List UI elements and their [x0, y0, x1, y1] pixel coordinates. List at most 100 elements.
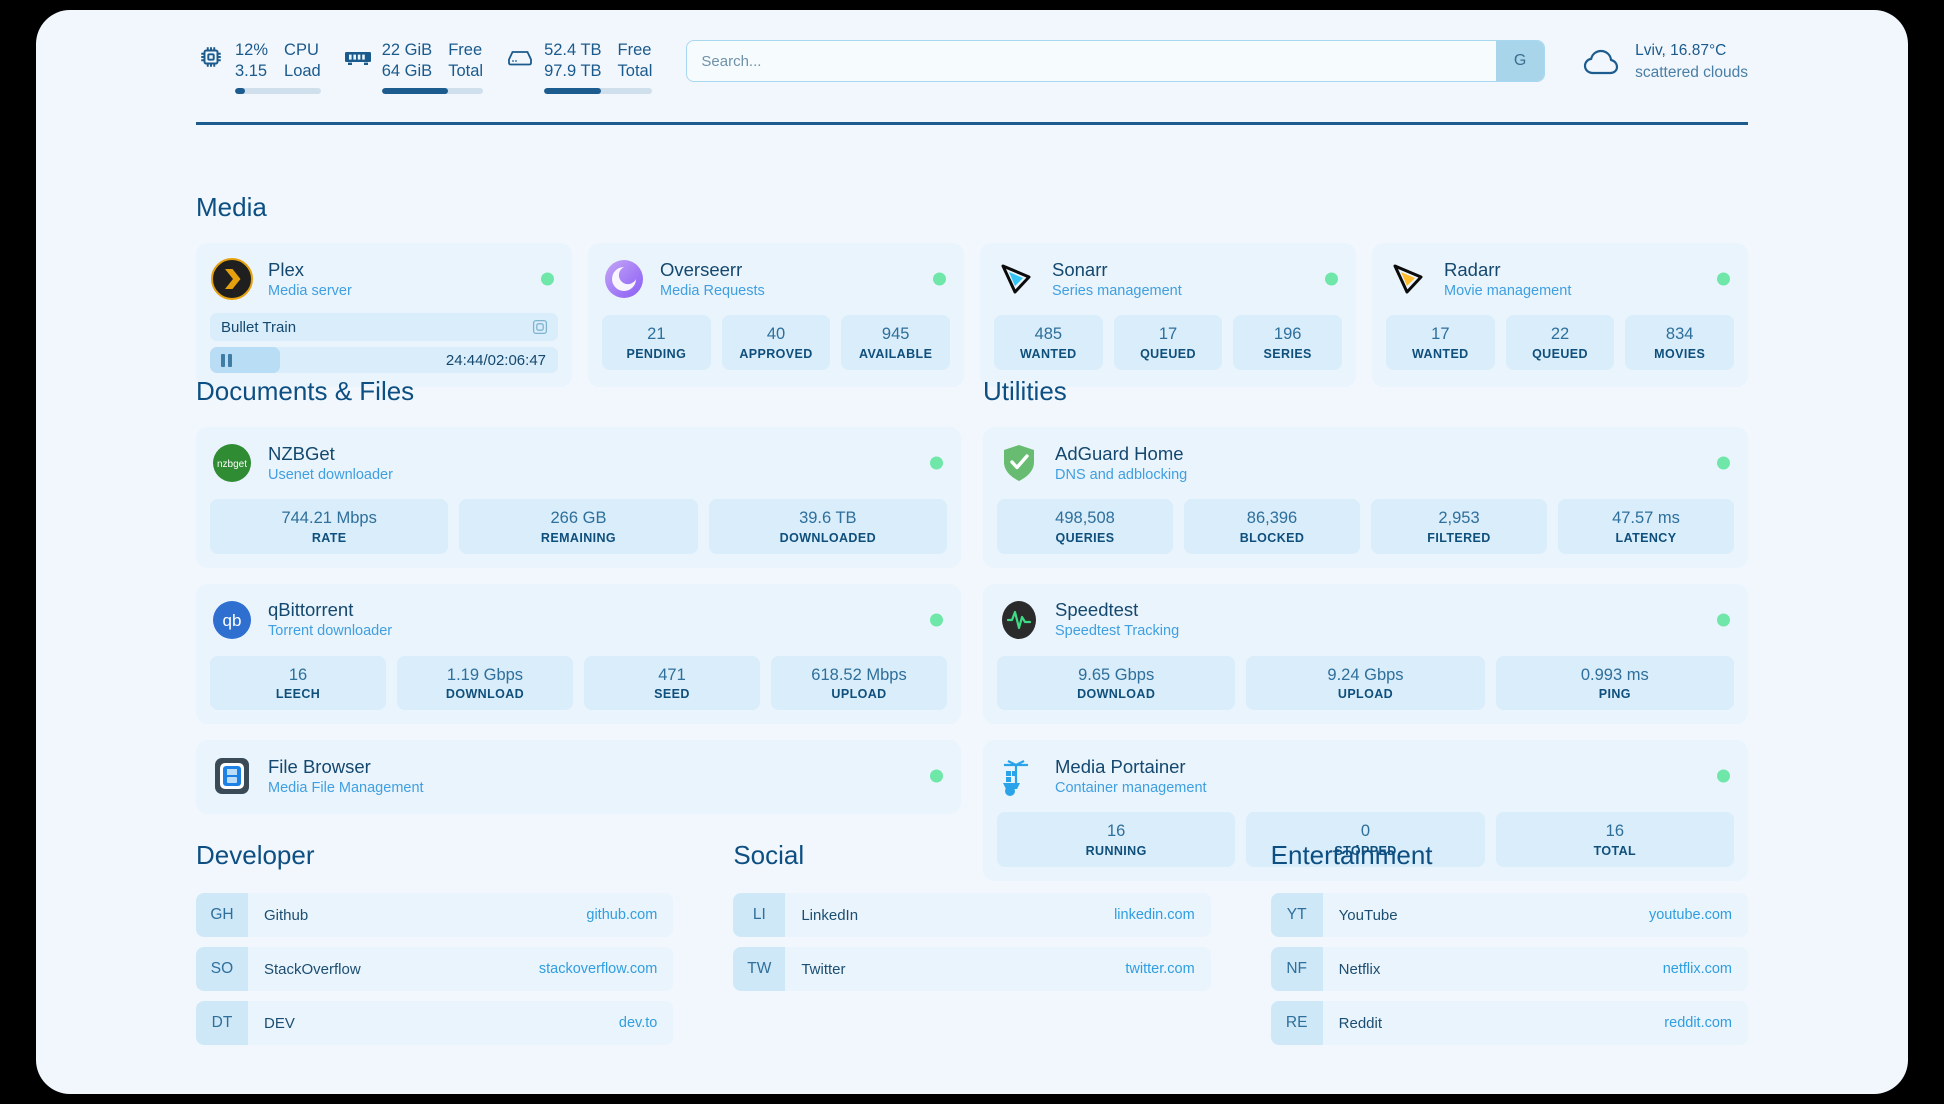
stat-value: 17	[1158, 325, 1178, 343]
stat-label: QUEUED	[1532, 346, 1588, 361]
speedtest-icon	[997, 598, 1041, 642]
stat-label: WANTED	[1020, 346, 1077, 361]
service-card-portainer[interactable]: Media Portainer Container management 16 …	[983, 740, 1748, 881]
header-bar: 12% 3.15 CPU Load	[36, 10, 1908, 130]
stat-label: LEECH	[275, 687, 321, 702]
bookmark-item[interactable]: TW Twitter twitter.com	[733, 947, 1211, 991]
now-playing-title: Bullet Train	[221, 318, 297, 336]
stat-tile: 9.65 Gbps DOWNLOAD	[997, 655, 1236, 711]
qbittorrent-icon: qb	[210, 598, 254, 642]
stat-label: MOVIES	[1654, 346, 1706, 361]
service-name: Media Portainer	[1055, 755, 1186, 777]
bookmark-item[interactable]: RE Reddit reddit.com	[1270, 1001, 1748, 1045]
service-subtitle: Speedtest Tracking	[1055, 623, 1180, 640]
ram-total: 64 GiB	[381, 62, 433, 81]
media-section-title: Media	[196, 192, 267, 222]
stat-label: DOWNLOAD	[445, 687, 525, 702]
stat-value: 22	[1550, 325, 1570, 343]
stat-tile: 266 GB REMAINING	[459, 499, 698, 554]
bookmark-item[interactable]: SO StackOverflow stackoverflow.com	[196, 947, 674, 991]
stat-tile: 618.52 Mbps UPLOAD	[771, 655, 947, 711]
search-box[interactable]: G	[686, 40, 1546, 82]
service-subtitle: Series management	[1052, 282, 1182, 299]
bookmark-group-social: Social LI LinkedIn linkedin.com TW Twitt…	[733, 840, 1211, 1045]
service-card-nzbget[interactable]: nzbget NZBGet Usenet downloader 744.21 M…	[196, 427, 961, 568]
cast-icon[interactable]	[532, 319, 548, 335]
bookmark-item[interactable]: YT YouTube youtube.com	[1270, 893, 1748, 937]
stat-tile: 16 TOTAL	[1495, 812, 1734, 867]
stat-value: 21	[647, 325, 666, 343]
service-card-adguard[interactable]: AdGuard Home DNS and adblocking 498,508 …	[983, 427, 1748, 568]
service-card-file-browser[interactable]: File Browser Media File Management	[196, 740, 961, 815]
ram-stat: 22 GiB 64 GiB Free Total	[343, 40, 484, 95]
stat-tile: 2,953 FILTERED	[1371, 499, 1547, 554]
stat-tile: 1.19 Gbps DOWNLOAD	[397, 655, 573, 711]
service-card-sonarr[interactable]: Sonarr Series management 485 WANTED 17 Q…	[980, 243, 1356, 387]
ram-label-top: Free	[448, 41, 483, 59]
stat-label: BLOCKED	[1239, 530, 1305, 545]
service-card-speedtest[interactable]: Speedtest Speedtest Tracking 9.65 Gbps D…	[983, 583, 1748, 725]
bookmark-group-title: Social	[733, 840, 805, 870]
service-card-qbittorrent[interactable]: qb qBittorrent Torrent downloader 16 LEE…	[196, 583, 961, 725]
bookmark-group-title: Developer	[196, 840, 315, 870]
stat-value: 47.57 ms	[1612, 509, 1680, 527]
cpu-label-bottom: Load	[284, 62, 321, 81]
stat-label: SEED	[654, 687, 690, 702]
search-input[interactable]	[687, 41, 1497, 81]
stat-label: WANTED	[1412, 346, 1469, 361]
search-area: G	[652, 40, 1579, 82]
cpu-usage-bar	[235, 88, 321, 95]
elapsed-time: 24:44	[445, 351, 484, 369]
adguard-icon	[997, 441, 1041, 485]
search-engine-button[interactable]: G	[1496, 41, 1545, 81]
stat-tile: 17 WANTED	[1386, 315, 1495, 370]
svg-text:qb: qb	[223, 611, 242, 630]
service-subtitle: Media File Management	[268, 779, 424, 796]
service-card-overseerr[interactable]: Overseerr Media Requests 21 PENDING 40 A…	[588, 243, 964, 387]
cpu-label-top: CPU	[284, 41, 319, 59]
cpu-stat: 12% 3.15 CPU Load	[196, 40, 321, 95]
stat-tile: 0 STOPPED	[1246, 812, 1485, 867]
bookmark-item[interactable]: LI LinkedIn linkedin.com	[733, 893, 1211, 937]
stat-tile: 471 SEED	[584, 655, 760, 711]
bookmark-url: github.com	[586, 907, 658, 923]
bookmark-item[interactable]: NF Netflix netflix.com	[1270, 947, 1748, 991]
bookmark-item[interactable]: DT DEV dev.to	[196, 1001, 674, 1045]
disk-icon	[505, 40, 535, 74]
bookmark-url: netflix.com	[1662, 961, 1732, 977]
bookmark-abbr: NF	[1270, 947, 1323, 991]
stat-tile: 16 RUNNING	[997, 812, 1236, 867]
stat-value: 39.6 TB	[799, 509, 857, 527]
stat-value: 2,953	[1438, 509, 1480, 527]
stat-label: UPLOAD	[831, 687, 887, 702]
service-card-radarr[interactable]: Radarr Movie management 17 WANTED 22 QUE…	[1372, 243, 1748, 387]
stat-label: STOPPED	[1334, 843, 1397, 858]
service-name: File Browser	[268, 755, 371, 777]
bookmark-abbr: TW	[733, 947, 786, 991]
documents-section-title: Documents & Files	[196, 376, 415, 406]
weather-widget: Lviv, 16.87°C scattered clouds	[1579, 34, 1748, 83]
stat-tile: 86,396 BLOCKED	[1184, 499, 1360, 554]
stat-tile: 21 PENDING	[602, 315, 711, 370]
stat-tile: 47.57 ms LATENCY	[1558, 499, 1734, 554]
pause-icon[interactable]	[221, 353, 232, 367]
nzbget-icon: nzbget	[210, 441, 254, 485]
plex-icon	[210, 257, 254, 301]
bookmark-url: reddit.com	[1664, 1015, 1732, 1031]
stat-label: RUNNING	[1085, 843, 1147, 858]
status-badge	[1717, 769, 1730, 783]
service-card-plex[interactable]: Plex Media server Bullet Train	[196, 243, 572, 387]
dashboard-page: 12% 3.15 CPU Load	[36, 10, 1908, 1094]
bookmark-item[interactable]: GH Github github.com	[196, 893, 674, 937]
disk-stat: 52.4 TB 97.9 TB Free Total	[505, 40, 653, 95]
ram-usage-bar	[381, 88, 484, 95]
stat-label: TOTAL	[1593, 843, 1637, 858]
stat-label: AVAILABLE	[859, 346, 933, 361]
disk-label-top: Free	[617, 41, 652, 59]
now-playing-progress[interactable]: 24:44/02:06:47	[210, 347, 558, 373]
stat-value: 0.993 ms	[1580, 665, 1649, 684]
bookmark-url: linkedin.com	[1114, 907, 1195, 923]
stat-value: 498,508	[1055, 509, 1115, 527]
stat-tile: 16 LEECH	[210, 655, 386, 711]
status-badge	[933, 272, 946, 286]
